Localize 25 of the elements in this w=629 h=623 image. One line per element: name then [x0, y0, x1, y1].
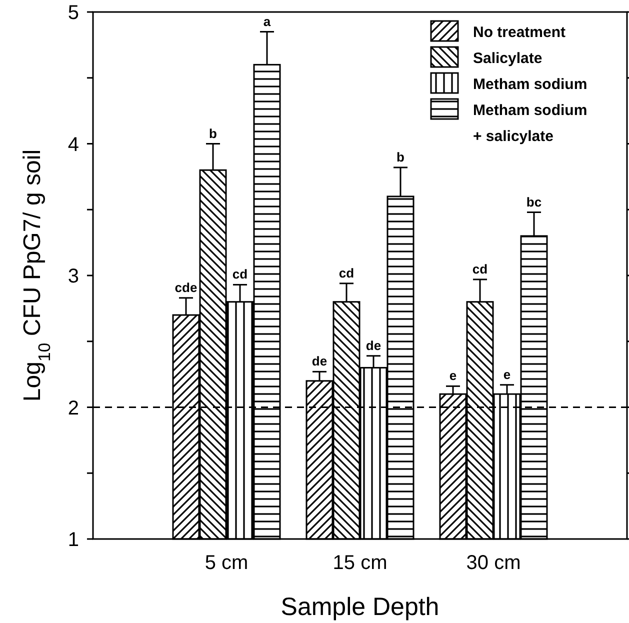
- y-tick-label: 4: [68, 134, 79, 156]
- y-tick-label: 3: [68, 266, 79, 288]
- legend-label: Metham sodium + salicylate: [473, 102, 588, 145]
- y-tick-label: 5: [68, 2, 79, 24]
- x-tick-label: 15 cm: [332, 552, 388, 574]
- data-label: bc: [526, 194, 542, 210]
- x-tick-label: 5 cm: [204, 552, 248, 574]
- x-axis-title: Sample Depth: [280, 593, 440, 621]
- data-label: b: [209, 126, 218, 141]
- data-label: e: [503, 366, 511, 382]
- legend-label: No treatment: [473, 24, 566, 41]
- data-label: b: [396, 149, 405, 164]
- data-label: a: [263, 14, 272, 29]
- y-tick-label: 1: [68, 529, 79, 551]
- data-label: cd: [338, 265, 354, 280]
- data-label: cde: [174, 280, 198, 295]
- data-label: e: [449, 368, 457, 384]
- legend-label: Metham sodium: [473, 76, 588, 93]
- x-tick-label: 30 cm: [466, 552, 521, 574]
- data-label: de: [366, 338, 382, 353]
- data-label: cd: [472, 261, 488, 276]
- legend-label: Salicylate: [473, 50, 542, 67]
- data-label: cd: [232, 266, 248, 282]
- y-tick-label: 2: [68, 397, 79, 420]
- data-label: de: [312, 354, 328, 369]
